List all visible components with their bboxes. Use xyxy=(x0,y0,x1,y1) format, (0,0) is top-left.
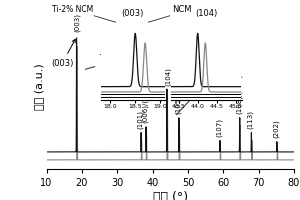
Text: Ti-2% NCM: Ti-2% NCM xyxy=(85,54,148,69)
Text: (003): (003) xyxy=(122,9,144,18)
Text: NCM: NCM xyxy=(176,85,210,115)
Text: (202): (202) xyxy=(273,120,280,138)
X-axis label: 角度 (°): 角度 (°) xyxy=(153,191,188,200)
Text: (003): (003) xyxy=(51,39,75,68)
Text: (108)/(110): (108)/(110) xyxy=(236,74,242,114)
Text: (107): (107) xyxy=(216,118,223,137)
Text: Ti-2% NCM: Ti-2% NCM xyxy=(52,5,93,14)
Text: NCM: NCM xyxy=(172,5,192,14)
Text: (003): (003) xyxy=(74,13,80,32)
Text: (101): (101) xyxy=(137,110,143,129)
Text: (104): (104) xyxy=(195,9,218,18)
Text: (006)/(102): (006)/(102) xyxy=(142,83,149,123)
Text: (105): (105) xyxy=(175,96,181,114)
Y-axis label: 强度 (a.u.): 强度 (a.u.) xyxy=(34,63,44,110)
Text: (113): (113) xyxy=(247,110,254,129)
Text: (104): (104) xyxy=(165,67,172,86)
